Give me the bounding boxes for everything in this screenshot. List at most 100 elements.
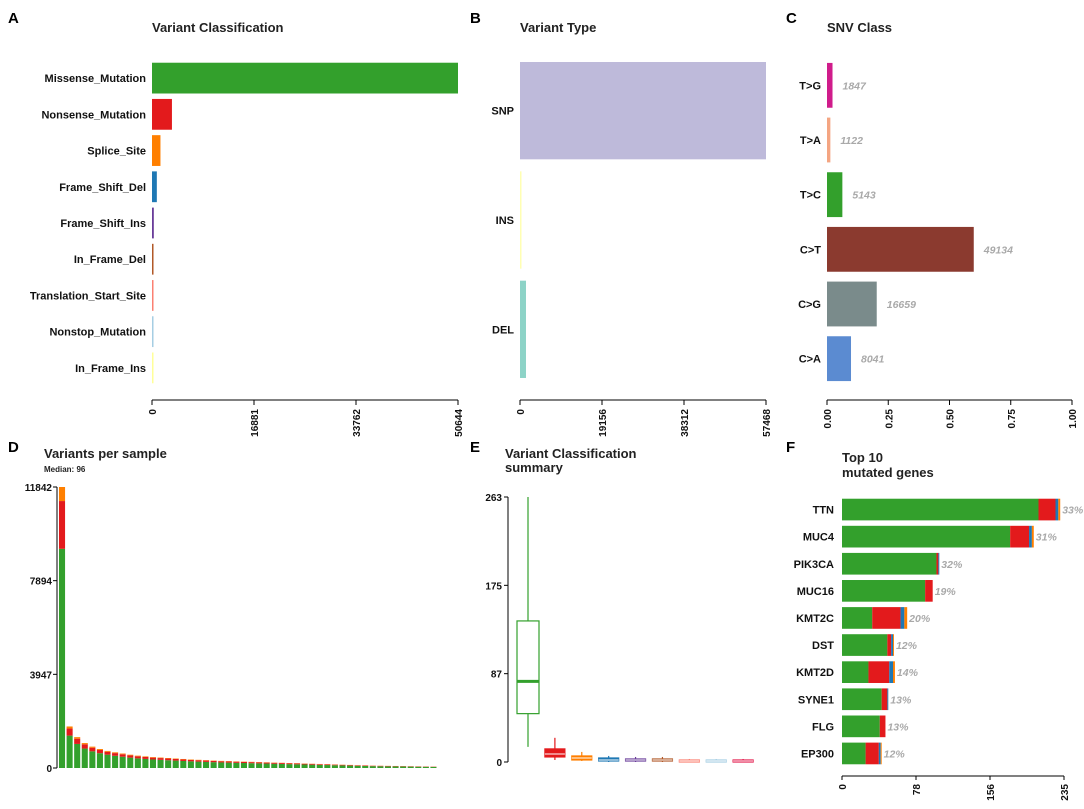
panel-e-box bbox=[598, 757, 620, 762]
panel-d-bar-orange bbox=[149, 757, 157, 758]
panel-d-bar-red bbox=[96, 749, 103, 754]
panel-d-bar-green bbox=[180, 760, 187, 768]
panel-e-title-line2: summary bbox=[505, 460, 564, 475]
panel-c-bar-2 bbox=[827, 117, 831, 163]
panel-f-x-tick-label: 0 bbox=[838, 784, 849, 790]
panel-d-bar-red bbox=[263, 762, 270, 764]
panel-d-bar-red bbox=[278, 763, 285, 764]
panel-d-bar-red bbox=[74, 738, 81, 744]
panel-d-bar-green bbox=[278, 763, 285, 768]
panel-c-x-tick-label: 1.00 bbox=[1068, 409, 1079, 429]
panel-d-bar-red bbox=[301, 763, 308, 765]
panel-f-bar-segment bbox=[878, 742, 881, 765]
panel-d-bar-orange bbox=[59, 487, 66, 502]
panel-d-bar-green bbox=[127, 757, 134, 768]
panel-c-x-tick-label: 0.25 bbox=[884, 409, 895, 429]
panel-d-bar-green bbox=[407, 766, 414, 768]
panel-a-bar-1 bbox=[152, 62, 458, 94]
panel-d-bar-red bbox=[324, 764, 331, 766]
panel-f-bar-segment bbox=[842, 661, 869, 683]
panel-f-bar-segment bbox=[1010, 525, 1030, 548]
panel-d-bar-orange bbox=[134, 755, 141, 757]
panel-f-bar-segment bbox=[893, 634, 894, 656]
panel-f-bar-segment bbox=[842, 634, 888, 656]
panel-c-x-tick-label: 0.50 bbox=[946, 409, 957, 429]
panel-d-bar-red bbox=[59, 501, 66, 549]
panel-d-bar-red bbox=[240, 761, 247, 764]
panel-f-x-tick-label: 78 bbox=[912, 784, 923, 796]
panel-c-category-label: T>G bbox=[799, 80, 821, 92]
panel-f-bar-segment bbox=[889, 661, 894, 683]
panel-d-bar-green bbox=[400, 766, 407, 768]
panel-f-percent-label: 14% bbox=[897, 667, 919, 679]
panel-a-bar-8 bbox=[152, 316, 154, 348]
panel-f-gene-label: MUC16 bbox=[797, 586, 834, 598]
panel-e-title-line1: Variant Classification bbox=[505, 446, 637, 461]
panel-f-percent-label: 13% bbox=[890, 694, 912, 706]
panel-e-box bbox=[516, 620, 540, 715]
panel-d-bar-red bbox=[248, 762, 255, 764]
panel-d-bar-green bbox=[89, 751, 96, 768]
panel-f-bar-segment bbox=[936, 552, 939, 575]
panel-f-percent-label: 33% bbox=[1062, 505, 1084, 517]
panel-d-bar-red bbox=[195, 760, 202, 762]
panel-b-bar-1 bbox=[520, 62, 766, 160]
panel-f-x-tick-label: 235 bbox=[1060, 784, 1071, 801]
panel-f-percent-label: 31% bbox=[1036, 532, 1058, 544]
panel-d-bar-green bbox=[415, 766, 422, 768]
panel-d-bar-orange bbox=[127, 754, 134, 756]
panel-c-category-label: C>T bbox=[800, 244, 821, 256]
panel-f-percent-label: 12% bbox=[884, 748, 906, 760]
panel-d-bar-orange bbox=[104, 750, 111, 752]
panel-f-gene-label: EP300 bbox=[801, 748, 834, 760]
panel-b-x-tick-label: 38312 bbox=[680, 409, 691, 437]
panel-d-bar-green bbox=[286, 764, 293, 768]
panel-f-bar-segment bbox=[881, 688, 888, 711]
panel-d-bar-green bbox=[430, 766, 437, 768]
panel-d-bar-green bbox=[422, 766, 429, 768]
panel-b-bar-3 bbox=[520, 280, 526, 378]
panel-c-x-tick-label: 0.75 bbox=[1007, 409, 1018, 429]
panel-a-x-tick-label: 50644 bbox=[454, 409, 465, 437]
panel-c-category-label: C>A bbox=[799, 354, 821, 366]
panel-a-x-tick-label: 16881 bbox=[250, 409, 261, 437]
panel-f-bar-segment bbox=[842, 742, 866, 765]
panel-a-x-tick-label: 33762 bbox=[352, 409, 363, 437]
panel-d-bar-green bbox=[157, 759, 164, 768]
panel-f-percent-label: 19% bbox=[935, 586, 957, 598]
panel-f-percent-label: 13% bbox=[887, 721, 909, 733]
panel-d-bar-green bbox=[316, 764, 323, 768]
panel-e-y-tick-label: 87 bbox=[491, 670, 503, 681]
panel-f-title-line2: mutated genes bbox=[842, 465, 934, 480]
panel-d-bar-green bbox=[347, 765, 354, 768]
panel-f-bar-segment bbox=[1055, 498, 1059, 521]
panel-c-x-tick-label: 0.00 bbox=[823, 409, 834, 429]
panel-f-bar-segment bbox=[842, 580, 926, 602]
panel-d-bar-green bbox=[172, 760, 179, 768]
panel-a-category-label: In_Frame_Ins bbox=[75, 363, 146, 375]
panel-d-bar-green bbox=[203, 761, 210, 768]
panel-f-bar-segment bbox=[842, 552, 937, 575]
panel-d-bar-orange bbox=[81, 743, 88, 745]
panel-f-bar-segment bbox=[938, 552, 940, 575]
panel-c-bar-3 bbox=[827, 172, 843, 218]
panel-d-median: Median: 96 bbox=[44, 465, 86, 474]
panel-d-bar-green bbox=[248, 763, 255, 768]
panel-f-bar-segment bbox=[880, 742, 882, 765]
panel-f-bar-segment bbox=[842, 498, 1039, 521]
panel-d-bar-red bbox=[89, 747, 96, 752]
panel-f-bar-segment bbox=[842, 715, 880, 738]
panel-f-gene-label: DST bbox=[812, 640, 834, 652]
panel-f-gene-label: PIK3CA bbox=[794, 559, 834, 571]
panel-d-bar-green bbox=[210, 762, 217, 768]
panel-d-bar-green bbox=[301, 764, 308, 768]
panel-f-bar-segment bbox=[1058, 498, 1061, 521]
panel-b-bar-2 bbox=[520, 171, 522, 269]
panel-d-bar-red bbox=[233, 761, 240, 763]
panel-f-gene-label: MUC4 bbox=[803, 532, 835, 544]
panel-f-bar-segment bbox=[893, 661, 895, 683]
panel-d-bar-red bbox=[210, 760, 217, 763]
panel-d-bar-green bbox=[134, 758, 141, 768]
panel-d-bar-green bbox=[271, 763, 278, 768]
panel-letter-e: E bbox=[470, 439, 480, 456]
